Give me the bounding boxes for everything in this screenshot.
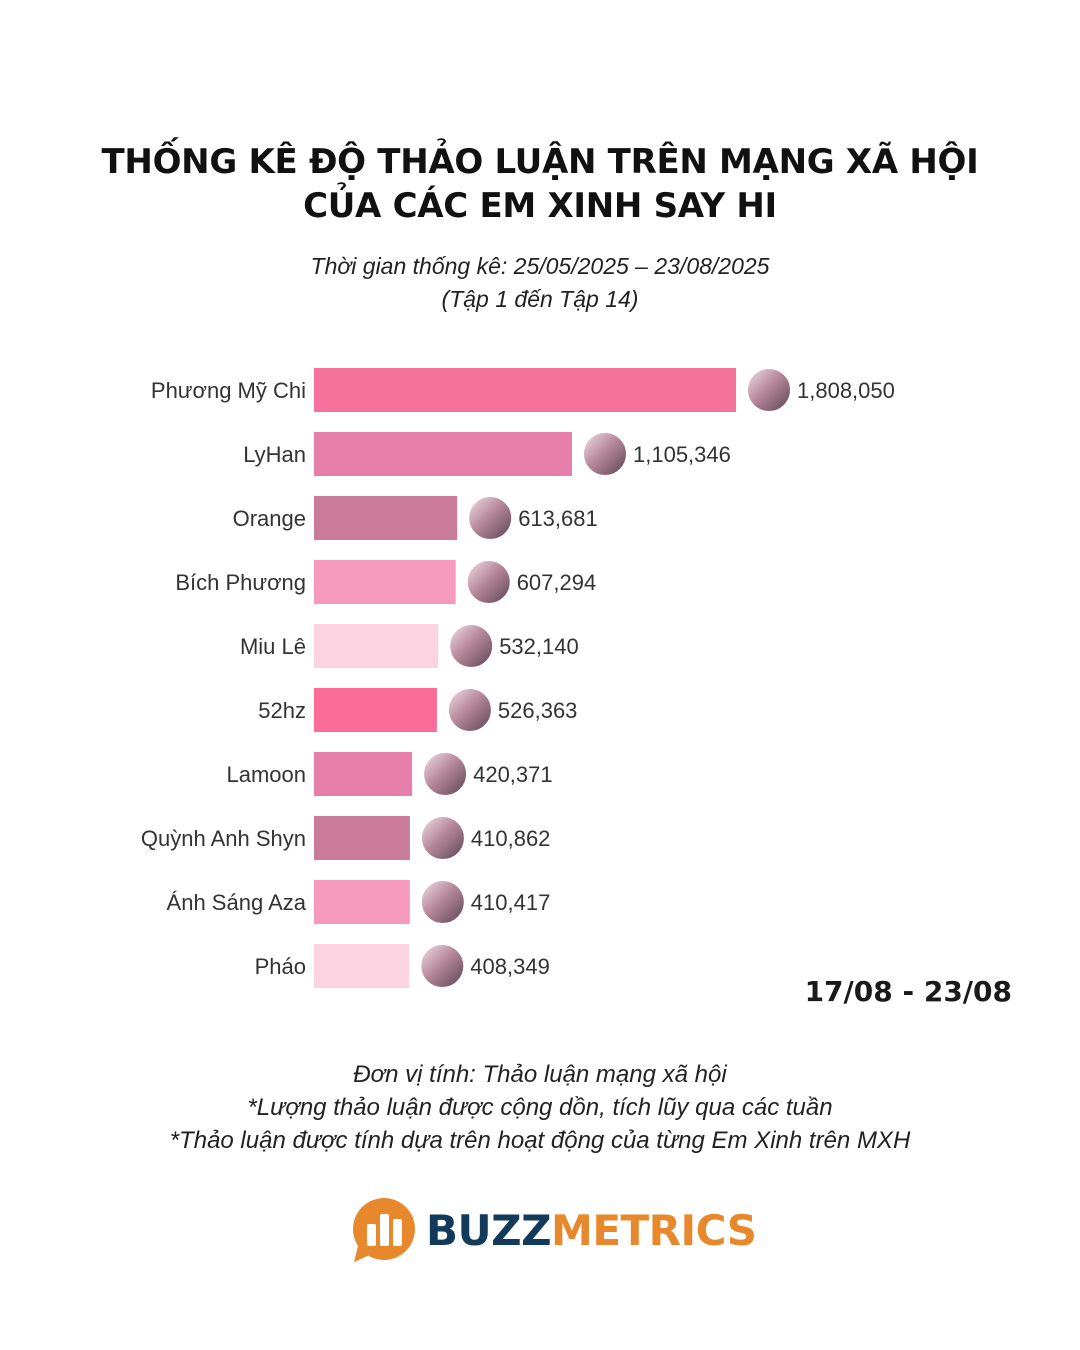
avatar-icon [446, 687, 493, 733]
value-label: 1,105,346 [633, 442, 731, 467]
value-label: 410,862 [471, 826, 551, 851]
avatar-icon [448, 623, 495, 669]
logo-text-buzz: BUZZ [426, 1205, 552, 1255]
bar-row: Quỳnh Anh Shyn 410,862 [141, 815, 551, 861]
value-label: 607,294 [517, 570, 597, 595]
avatar-icon [419, 943, 466, 989]
value-label: 613,681 [518, 506, 598, 531]
logo-text-metrics: METRICS [551, 1205, 757, 1255]
chart-subtitle: Thời gian thống kê: 25/05/2025 – 23/08/2… [0, 250, 1080, 316]
bar-row: LyHan 1,105,346 [243, 431, 731, 477]
avatar-icon [746, 367, 792, 413]
bar-row: Orange 613,681 [233, 495, 598, 541]
value-label: 532,140 [499, 634, 579, 659]
chart-title: THỐNG KÊ ĐỘ THẢO LUẬN TRÊN MẠNG XÃ HỘI C… [0, 140, 1080, 228]
logo-wordmark: BUZZMETRICS [426, 1206, 757, 1255]
category-label: Ánh Sáng Aza [167, 890, 307, 915]
category-label: 52hz [258, 698, 306, 723]
category-label: Orange [233, 506, 306, 531]
category-label: Pháo [255, 954, 306, 979]
bar-row: Ánh Sáng Aza 410,417 [167, 879, 551, 925]
bar-row: Miu Lê 532,140 [240, 623, 579, 669]
subtitle-line-2: (Tập 1 đến Tập 14) [441, 286, 639, 312]
category-label: LyHan [243, 442, 306, 467]
bar [314, 624, 439, 668]
avatar-icon [419, 879, 466, 925]
bar [314, 944, 410, 988]
avatar-icon [422, 751, 469, 797]
cumulative-note: *Lượng thảo luận được cộng dồn, tích lũy… [247, 1094, 833, 1121]
avatar-icon [467, 495, 514, 541]
value-label: 526,363 [498, 698, 578, 723]
bar [314, 432, 572, 476]
bar-row: 52hz 526,363 [258, 687, 578, 733]
bar-row: Pháo 408,349 [255, 943, 550, 989]
value-label: 1,808,050 [797, 378, 895, 403]
avatar-icon [582, 431, 628, 477]
category-label: Phương Mỹ Chi [151, 378, 306, 403]
category-label: Quỳnh Anh Shyn [141, 826, 306, 851]
category-label: Miu Lê [240, 634, 306, 659]
bar [314, 496, 458, 540]
period-label: 17/08 - 23/08 [804, 975, 1012, 1008]
bar [314, 688, 437, 732]
unit-note: Đơn vị tính: Thảo luận mạng xã hội [353, 1061, 727, 1088]
activity-note: *Thảo luận được tính dựa trên hoạt động … [169, 1127, 911, 1154]
bar-chart: Phương Mỹ Chi 1,808,050 LyHan 1,105,346 Oran… [141, 367, 895, 989]
value-label: 408,349 [470, 954, 550, 979]
footnotes: Đơn vị tính: Thảo luận mạng xã hội *Lượn… [0, 1058, 1080, 1157]
title-line-2: CỦA CÁC EM XINH SAY HI [303, 186, 777, 226]
bar [314, 752, 413, 796]
bar [314, 560, 456, 604]
category-label: Lamoon [226, 762, 306, 787]
bar [314, 368, 736, 412]
value-label: 410,417 [471, 890, 551, 915]
buzzmetrics-logo: BUZZMETRICS [350, 1195, 757, 1265]
avatar-icon [465, 559, 512, 605]
bar [314, 880, 410, 924]
bar-chart-bubble-icon [353, 1198, 415, 1262]
bar-row: Phương Mỹ Chi 1,808,050 [151, 367, 895, 413]
title-line-1: THỐNG KÊ ĐỘ THẢO LUẬN TRÊN MẠNG XÃ HỘI [101, 142, 979, 182]
bar-row: Bích Phương 607,294 [175, 559, 597, 605]
subtitle-line-1: Thời gian thống kê: 25/05/2025 – 23/08/2… [310, 253, 770, 279]
bar [314, 816, 410, 860]
category-label: Bích Phương [175, 570, 306, 595]
avatar-icon [419, 815, 466, 861]
value-label: 420,371 [473, 762, 553, 787]
bar-row: Lamoon 420,371 [226, 751, 553, 797]
